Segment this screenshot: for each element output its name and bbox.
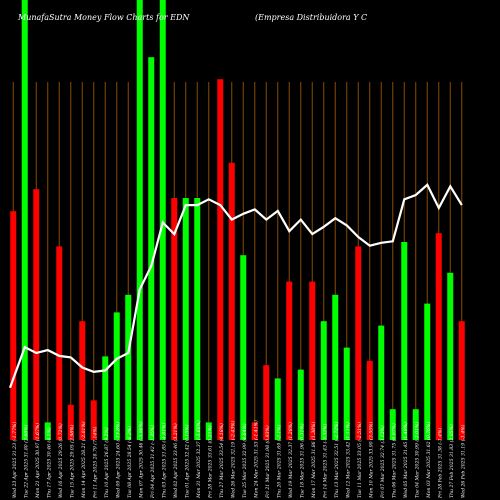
x-tick-label: Fri 28 Mar 2025 33.61 (0.21%) xyxy=(206,425,213,499)
volume-bar xyxy=(297,369,304,440)
volume-bar xyxy=(67,404,74,440)
x-tick-label: Mon 31 Mar 2025 32.37 (-3.68%) xyxy=(195,420,202,499)
volume-bar xyxy=(217,79,224,440)
volume-bar xyxy=(355,246,362,440)
x-tick-label: Fri 04 Apr 2025 31.42 (-1.35%) xyxy=(149,425,156,499)
volume-bar xyxy=(240,255,247,440)
x-tick-label: Mon 10 Mar 2025 33.90 (3.55%) xyxy=(367,422,374,499)
volume-bar xyxy=(332,294,339,440)
x-tick-label: Tue 25 Mar 2025 32.99 (4.64%) xyxy=(241,423,248,498)
x-tick-label: Mon 24 Mar 2025 31.53 (-1.41%) xyxy=(252,420,259,499)
x-tick-label: Fri 28 Feb 2025 31.38 (-1.4%) xyxy=(436,428,443,499)
x-tick-label: Wed 16 Apr 2025 29.26 (0.72%) xyxy=(57,423,64,498)
x-tick-label: Tue 18 Mar 2025 31.96 (0.31%) xyxy=(298,423,305,498)
volume-bar xyxy=(424,303,431,440)
volume-bar xyxy=(343,347,350,440)
volume-bar xyxy=(102,356,109,440)
volume-bar xyxy=(33,189,40,440)
volume-bars xyxy=(10,0,465,441)
volume-bar xyxy=(194,198,201,440)
volume-bar xyxy=(435,233,442,440)
x-tick-label: Mon 21 Apr 2025 30.97 (1.67%) xyxy=(34,423,41,499)
volume-bar xyxy=(136,0,143,440)
x-tick-label: Wed 23 Apr 2025 31.23 (-1.77%) xyxy=(11,422,18,498)
money-flow-line xyxy=(8,183,463,389)
x-tick-label: Fri 11 Apr 2025 28.79 (7.14%) xyxy=(91,426,98,499)
x-tick-label: Wed 02 Apr 2025 33.46 (3.21%) xyxy=(172,423,179,498)
volume-bar xyxy=(458,321,465,440)
x-tick-label: Wed 26 Mar 2025 32.19 (-2.43%) xyxy=(229,420,236,498)
volume-bar xyxy=(401,242,408,440)
volume-bar xyxy=(412,409,419,440)
x-tick-label: Wed 09 Apr 2025 24.60 (-13.8%) xyxy=(114,422,121,498)
x-tick-label: Tue 01 Apr 2025 32.42 (0.15%) xyxy=(183,424,190,498)
volume-bar xyxy=(309,281,316,440)
volume-bar xyxy=(228,162,235,441)
volume-bar xyxy=(320,321,327,440)
x-tick-label: Wed 12 Mar 2025 33.42 (1.11%) xyxy=(344,422,351,498)
x-tick-label: Thu 13 Mar 2025 32.51 (-2.72%) xyxy=(333,421,340,498)
volume-bar xyxy=(182,198,189,440)
volume-bar xyxy=(44,422,51,440)
volume-bar xyxy=(251,422,258,440)
x-tick-label: Mon 07 Apr 2025 30.46 (-3.06%) xyxy=(137,421,144,499)
x-tick-label: Thu 03 Apr 2025 31.85 (-4.81%) xyxy=(160,423,167,498)
volume-bar xyxy=(274,378,281,440)
x-tick-label: Thu 20 Mar 2025 31.69 (-2.1%) xyxy=(275,424,282,498)
x-tick-label: Thu 10 Apr 2025 26.87 (9.2%) xyxy=(103,427,110,498)
x-tick-label: Fri 21 Mar 2025 31.98 (0.93%) xyxy=(264,425,271,499)
volume-bar xyxy=(447,272,454,440)
x-axis-labels: Wed 23 Apr 2025 31.23 (-1.77%) Tue 22 Apr… xyxy=(11,420,467,499)
x-tick-label: Thu 06 Mar 2025 31.75 (0.97%) xyxy=(390,423,397,498)
volume-bar xyxy=(378,325,385,440)
volume-bar xyxy=(286,281,293,440)
x-tick-label: Mon 14 Apr 2025 28.21 (-2.01%) xyxy=(80,421,87,499)
x-tick-label: Mon 03 Mar 2025 31.62 (0.76%) xyxy=(425,422,432,499)
x-tick-label: Mon 17 Mar 2025 31.86 (1.38%) xyxy=(310,422,317,499)
x-tick-label: Wed 26 Feb 2025 31.19 (-1.4%) xyxy=(459,424,466,498)
volume-bar xyxy=(113,312,120,440)
x-tick-label: Thu 27 Mar 2025 33.54 (4.18%) xyxy=(218,423,225,498)
volume-bar xyxy=(171,198,178,440)
x-tick-label: Wed 19 Mar 2025 32.37 (1.28%) xyxy=(287,422,294,498)
x-tick-label: Tue 04 Mar 2025 30.99 (-2.01%) xyxy=(413,422,420,498)
chart-title: MunafaSutra Money Flow Charts for EDN xyxy=(18,13,190,22)
x-tick-label: Fri 14 Mar 2025 31.43 (-3.32%) xyxy=(321,424,328,499)
x-tick-label: Fri 07 Mar 2025 32.74 (3.12%) xyxy=(379,425,386,499)
volume-bar xyxy=(21,0,28,440)
volume-bar xyxy=(159,0,166,440)
volume-bar xyxy=(263,365,270,440)
volume-bar xyxy=(366,360,373,440)
company-name: (Empresa Distribuidora Y C xyxy=(255,13,368,22)
x-tick-label: Tue 15 Apr 2025 29.05 (2.98%) xyxy=(68,424,75,498)
volume-bar xyxy=(56,246,63,440)
x-tick-label: Thu 27 Feb 2025 31.83 (2.05%) xyxy=(448,424,455,498)
volume-bar xyxy=(389,409,396,440)
volume-bar xyxy=(148,57,155,440)
x-tick-label: Tue 11 Mar 2025 33.05 (-2.51%) xyxy=(356,422,363,498)
volume-bar xyxy=(79,321,86,440)
volume-bar xyxy=(205,422,212,440)
x-tick-label: Tue 08 Apr 2025 28.54 (-6.3%) xyxy=(126,426,133,498)
x-tick-label: Tue 22 Apr 2025 31.80 (2.68%) xyxy=(22,424,29,498)
x-tick-label: Wed 05 Mar 2025 31.45 (1.49%) xyxy=(402,422,409,498)
volume-bar xyxy=(10,211,17,440)
volume-bar xyxy=(125,294,132,440)
volume-bar xyxy=(90,400,97,440)
x-tick-label: Thu 17 Apr 2025 30.46 (4.1%) xyxy=(45,427,52,498)
